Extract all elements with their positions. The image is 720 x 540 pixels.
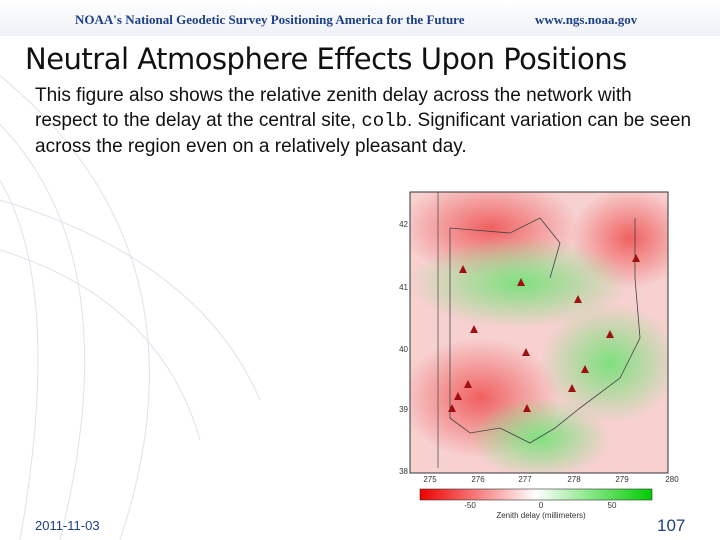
header-url: www.ngs.noaa.gov xyxy=(535,12,638,27)
x-tick-label: 278 xyxy=(567,475,581,484)
colorbar xyxy=(419,488,653,501)
body-text-part: . Significant variation can be seen acro… xyxy=(35,110,692,157)
figure: 42 41 40 39 38 275 276 277 278 279 280 -… xyxy=(390,188,686,540)
header-logo: NOAA's National Geodetic Survey Position… xyxy=(75,12,465,27)
y-tick-label: 41 xyxy=(399,283,408,292)
code-text: colb xyxy=(361,110,407,132)
body-text-part: This figure also shows the relative zeni… xyxy=(35,85,632,131)
footer-date: 2011-11-03 xyxy=(35,518,100,533)
y-tick-label: 38 xyxy=(399,467,408,476)
y-tick-label: 39 xyxy=(399,405,408,414)
y-tick-label: 42 xyxy=(399,220,408,229)
decor-swoosh xyxy=(0,75,261,540)
page-number: 107 xyxy=(657,516,686,535)
x-tick-label: 277 xyxy=(518,475,532,484)
x-tick-label: 276 xyxy=(471,475,485,484)
x-tick-label: 280 xyxy=(665,475,679,484)
slide-title: Neutral Atmosphere Effects Upon Position… xyxy=(25,42,627,76)
colorbar-label: Zenith delay (millimeters) xyxy=(496,511,586,520)
colorbar-tick-label: -50 xyxy=(464,501,476,510)
y-tick-label: 40 xyxy=(399,345,408,354)
header-bar xyxy=(0,0,720,36)
x-tick-label: 279 xyxy=(615,475,629,484)
body-text: This figure also shows the relative zeni… xyxy=(35,83,695,159)
x-tick-label: 275 xyxy=(423,475,437,484)
colorbar-tick-label: 50 xyxy=(608,501,617,510)
colorbar-tick-label: 0 xyxy=(539,501,544,510)
